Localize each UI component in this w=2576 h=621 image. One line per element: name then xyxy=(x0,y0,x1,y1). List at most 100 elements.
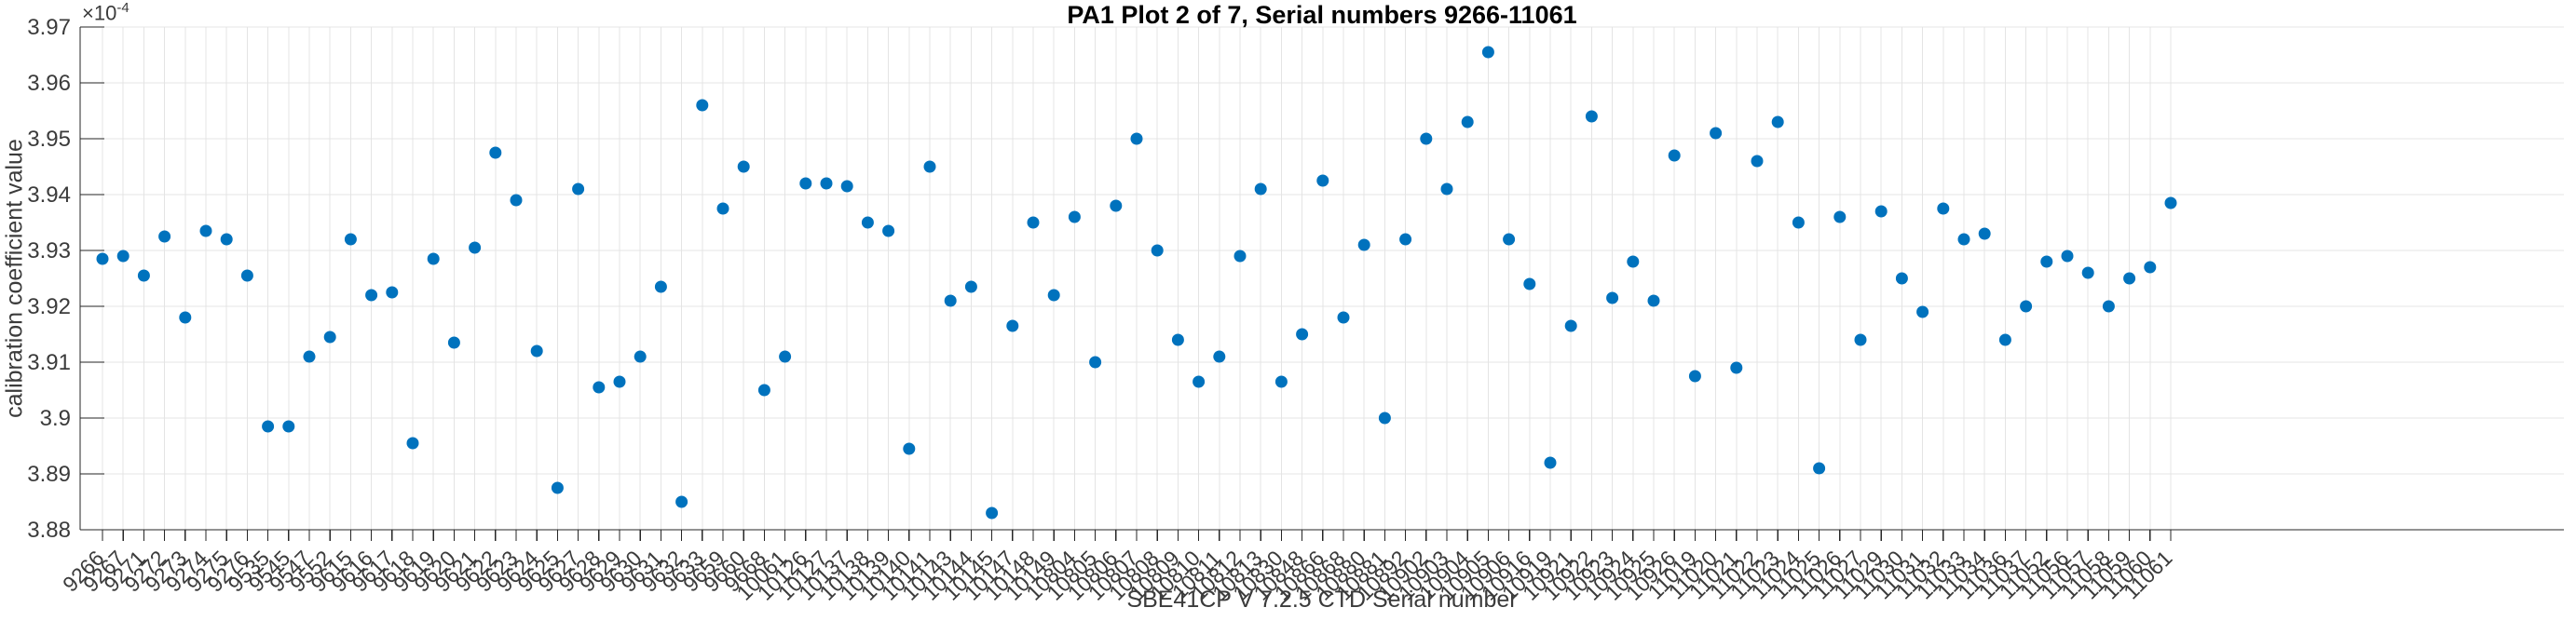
data-point xyxy=(1171,333,1184,346)
data-point xyxy=(696,99,709,112)
data-point xyxy=(116,250,129,263)
y-tick-label: 3.95 xyxy=(27,127,71,152)
data-point xyxy=(1978,227,1991,240)
data-point xyxy=(530,344,543,358)
data-point xyxy=(1089,356,1102,369)
data-point xyxy=(1564,319,1577,332)
data-point xyxy=(489,146,502,159)
data-point xyxy=(1895,272,1908,285)
data-point xyxy=(757,384,770,397)
y-tick-label: 3.91 xyxy=(27,350,71,375)
data-point xyxy=(2061,250,2074,263)
data-point xyxy=(137,269,150,282)
data-point xyxy=(1254,182,1267,196)
data-point xyxy=(1503,233,1516,246)
data-point xyxy=(593,381,606,394)
y-tick-label: 3.9 xyxy=(40,406,71,431)
data-point xyxy=(386,286,399,299)
data-point xyxy=(964,280,977,293)
data-point xyxy=(634,350,647,363)
data-point xyxy=(1440,182,1453,196)
data-point xyxy=(2164,196,2177,209)
data-point xyxy=(220,233,233,246)
data-point xyxy=(1688,370,1701,383)
data-point xyxy=(1833,210,1847,223)
data-point xyxy=(1668,149,1681,162)
data-point xyxy=(903,442,916,455)
data-point xyxy=(551,481,564,494)
data-point xyxy=(820,177,833,190)
data-point xyxy=(1378,412,1391,425)
data-point xyxy=(282,420,295,433)
data-point xyxy=(1585,110,1598,123)
data-point xyxy=(1957,233,1970,246)
y-tick-label: 3.94 xyxy=(27,182,71,208)
data-point xyxy=(923,160,936,173)
data-point xyxy=(1110,199,1123,212)
y-tick-label: 3.89 xyxy=(27,462,71,487)
data-point xyxy=(1792,216,1805,229)
data-point xyxy=(1006,319,1019,332)
data-point xyxy=(675,495,688,508)
data-point xyxy=(882,224,895,237)
data-point xyxy=(716,202,729,215)
data-point xyxy=(1523,277,1536,290)
data-point xyxy=(1399,233,1412,246)
data-point xyxy=(1730,361,1743,374)
data-point xyxy=(1854,333,1867,346)
data-point xyxy=(96,252,109,265)
y-axis-exponent-power: -4 xyxy=(116,0,129,16)
data-point xyxy=(1047,289,1060,302)
chart-title: PA1 Plot 2 of 7, Serial numbers 9266-110… xyxy=(1067,1,1577,29)
data-point xyxy=(1771,115,1784,128)
data-point xyxy=(1068,210,1081,223)
data-point xyxy=(2040,255,2053,268)
data-point xyxy=(158,230,171,243)
data-point xyxy=(2123,272,2136,285)
data-point xyxy=(323,331,336,344)
data-point xyxy=(1461,115,1474,128)
data-point xyxy=(572,182,585,196)
data-point xyxy=(1274,375,1288,388)
data-point xyxy=(1647,294,1660,307)
data-point xyxy=(1710,127,1723,140)
data-point xyxy=(199,224,212,237)
data-point xyxy=(986,506,999,520)
data-point xyxy=(1420,132,1433,145)
data-point xyxy=(1481,46,1494,59)
data-point xyxy=(1296,328,1309,341)
data-point xyxy=(2020,300,2033,313)
x-axis-label: SBE41CP V 7.2.5 CTD Serial number xyxy=(1126,587,1518,613)
data-point xyxy=(240,269,253,282)
y-axis-exponent-base: ×10 xyxy=(82,1,117,25)
data-point xyxy=(510,194,523,207)
data-point xyxy=(179,311,192,324)
data-point xyxy=(2081,266,2094,279)
data-point xyxy=(1916,305,1929,318)
data-point xyxy=(447,336,460,349)
data-point xyxy=(737,160,750,173)
data-point xyxy=(1813,462,1826,475)
data-point xyxy=(427,252,440,265)
data-point xyxy=(1544,456,1557,469)
data-point xyxy=(1357,238,1370,251)
data-point xyxy=(365,289,378,302)
data-point xyxy=(861,216,874,229)
data-point xyxy=(1027,216,1040,229)
y-axis-exponent: ×10-4 xyxy=(82,0,129,25)
data-point xyxy=(406,437,419,450)
y-tick-label: 3.88 xyxy=(27,518,71,543)
data-point xyxy=(840,180,853,193)
y-axis-label: calibration coefficient value xyxy=(1,139,28,418)
data-point xyxy=(469,241,482,254)
data-point xyxy=(1751,155,1764,168)
data-point xyxy=(303,350,316,363)
data-point xyxy=(262,420,275,433)
data-point xyxy=(1193,375,1206,388)
data-point xyxy=(344,233,357,246)
data-point xyxy=(613,375,626,388)
y-tick-label: 3.97 xyxy=(27,15,71,40)
data-point xyxy=(1151,244,1164,257)
